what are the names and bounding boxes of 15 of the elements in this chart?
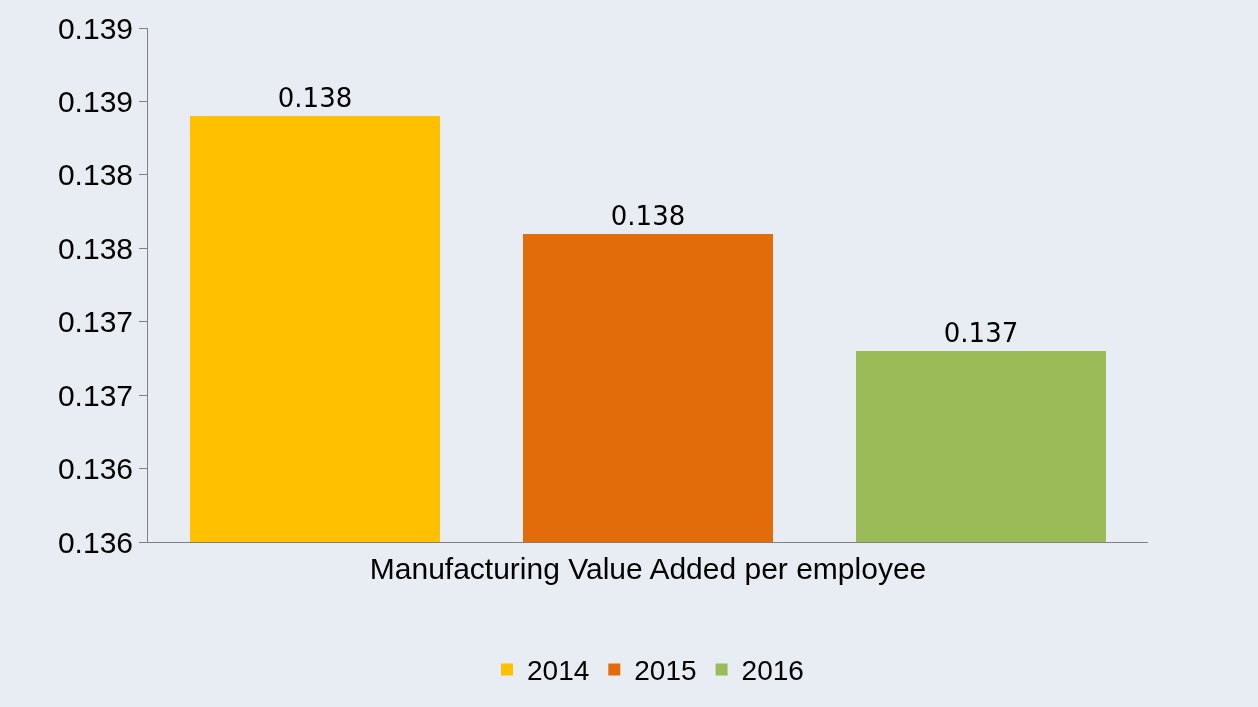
y-tick-label: 0.138 <box>57 231 133 265</box>
x-tick-label: Manufacturing Value Added per employee <box>369 552 927 585</box>
data-label: 0.138 <box>610 201 686 231</box>
legend-label: 2014 <box>527 655 590 687</box>
y-tick-label: 0.137 <box>57 378 133 412</box>
y-tick-label: 0.138 <box>57 158 133 192</box>
data-label: 0.137 <box>943 318 1019 348</box>
legend-label: 2015 <box>634 655 697 687</box>
y-tick-label: 0.137 <box>57 305 133 339</box>
y-tick-label: 0.139 <box>57 11 133 45</box>
data-label: 0.138 <box>277 83 353 113</box>
y-tick-label: 0.136 <box>57 525 133 559</box>
y-tick-label: 0.136 <box>57 452 133 486</box>
legend-label: 2016 <box>741 655 804 687</box>
y-tick-label: 0.139 <box>57 84 133 118</box>
